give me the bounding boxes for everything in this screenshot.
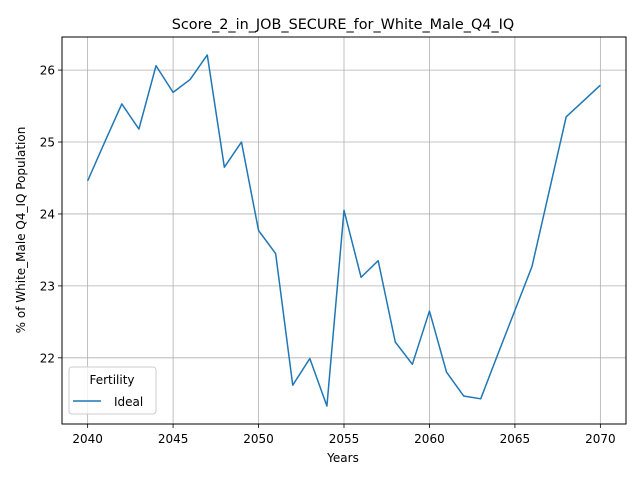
y-tick-label: 22 [40,351,55,365]
x-tick-label: 2050 [243,432,274,446]
x-tick-label: 2040 [72,432,103,446]
legend: Fertility Ideal [68,366,157,415]
chart-title: Score_2_in_JOB_SECURE_for_White_Male_Q4_… [172,17,514,33]
x-tick-label: 2065 [500,432,531,446]
legend-title: Fertility [89,373,134,387]
y-axis-ticks: 22 23 24 25 26 [40,64,62,365]
x-axis-label: Years [326,451,359,465]
y-tick-label: 26 [40,64,55,78]
x-tick-label: 2060 [414,432,445,446]
y-tick-label: 24 [40,207,55,221]
x-axis-ticks: 2040 2045 2050 2055 2060 2065 2070 [72,424,616,446]
legend-label-ideal: Ideal [114,395,143,409]
y-axis-label: % of White_Male Q4_IQ Population [14,127,28,334]
series-line-ideal [86,54,601,407]
legend-box [68,366,157,415]
x-tick-label: 2055 [329,432,360,446]
y-tick-label: 25 [40,136,55,150]
series-layer [86,54,601,407]
x-tick-label: 2070 [585,432,616,446]
y-tick-label: 23 [40,279,55,293]
x-tick-label: 2045 [158,432,189,446]
